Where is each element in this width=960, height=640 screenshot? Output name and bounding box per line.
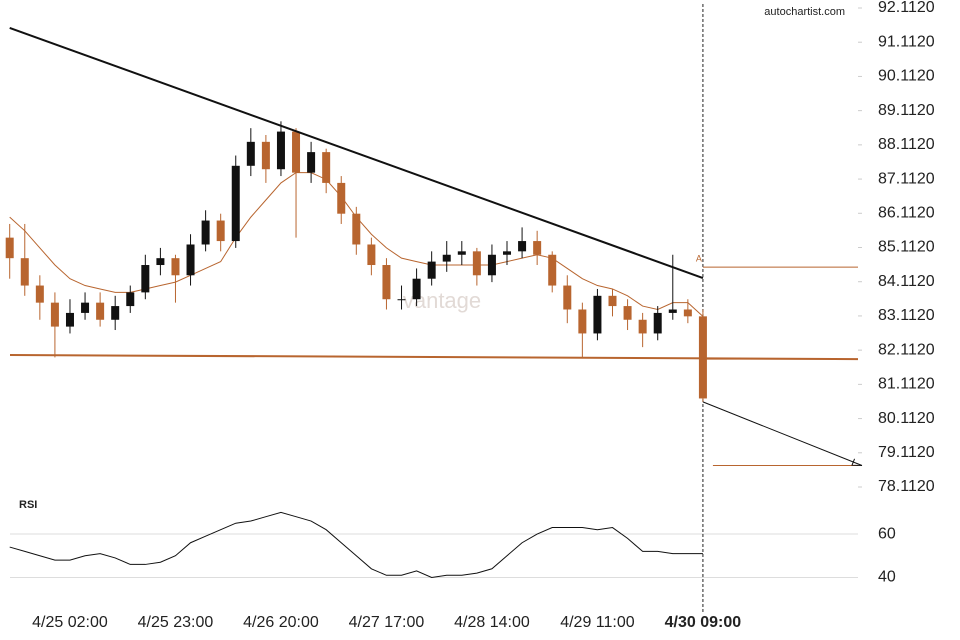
candle-body — [382, 265, 391, 300]
candle-body — [156, 258, 165, 266]
y-tick-label: 79.1120 — [878, 444, 935, 461]
candle-body — [50, 302, 59, 327]
candle-body — [246, 141, 255, 166]
y-tick-label: 86.1120 — [878, 205, 935, 222]
candle-body — [322, 152, 331, 183]
candle-body — [608, 295, 617, 307]
candle-body — [201, 220, 210, 245]
candle-body — [563, 285, 572, 310]
candle-body — [442, 254, 451, 262]
candle-body — [593, 295, 602, 334]
y-tick-label: 92.1120 — [878, 0, 935, 16]
candle-body — [503, 251, 512, 255]
projection-arrow — [702, 401, 863, 466]
y-tick-label: 78.1120 — [878, 478, 935, 495]
candle-body — [518, 241, 527, 252]
candle-body — [397, 299, 406, 301]
rsi-label: RSI — [19, 499, 37, 511]
candle-body — [668, 309, 677, 313]
candle-body — [337, 182, 346, 214]
candle-body — [292, 131, 301, 173]
candle-body — [261, 141, 270, 170]
candle-body — [307, 152, 316, 173]
arrow-head — [851, 458, 863, 467]
candle-body — [457, 251, 466, 255]
x-tick-label: 4/27 17:00 — [349, 614, 425, 631]
candle-body — [216, 220, 225, 242]
y-tick-label: 84.1120 — [878, 273, 935, 290]
x-tick-label: 4/29 11:00 — [560, 614, 635, 631]
y-tick-label: 90.1120 — [878, 68, 935, 85]
candle-body — [186, 244, 195, 276]
candle-body — [623, 306, 632, 320]
y-tick-label: 89.1120 — [878, 102, 935, 119]
y-tick-label: 85.1120 — [878, 239, 935, 256]
candle-body — [81, 302, 90, 313]
candle-body — [352, 213, 361, 245]
candle-body — [111, 306, 120, 320]
candle-body — [367, 244, 376, 266]
candle-body — [5, 237, 14, 259]
y-tick-label: 60 — [878, 525, 896, 542]
candle-body — [427, 261, 436, 279]
x-tick-label: 4/28 14:00 — [454, 614, 530, 631]
candle-body — [141, 265, 150, 293]
x-tick-label: 4/25 23:00 — [138, 614, 214, 631]
candle-body — [653, 312, 662, 334]
rsi-line — [9, 511, 703, 578]
candle-body — [231, 165, 240, 242]
candle-body — [548, 254, 557, 286]
x-tick-label: 4/30 09:00 — [665, 614, 742, 631]
candle-body — [578, 309, 587, 334]
y-tick-label: 80.1120 — [878, 410, 935, 427]
candle-body — [472, 251, 481, 276]
candle-body — [96, 302, 105, 320]
candle-body — [276, 131, 285, 170]
y-tick-label: 82.1120 — [878, 341, 935, 358]
x-tick-label: 4/26 20:00 — [243, 614, 319, 631]
candle-body — [126, 292, 135, 307]
candle-body — [35, 285, 44, 303]
support-line — [9, 354, 859, 361]
candle-body — [65, 312, 74, 327]
y-tick-label: 91.1120 — [878, 33, 935, 50]
pattern-label: A — [696, 253, 702, 263]
candle-body — [412, 278, 421, 300]
x-tick-label: 4/25 02:00 — [32, 614, 108, 631]
candle-body — [638, 319, 647, 334]
resistance-line — [9, 26, 704, 279]
candle-body — [20, 258, 29, 286]
y-tick-label: 87.1120 — [878, 170, 935, 187]
y-tick-label: 81.1120 — [878, 376, 935, 393]
y-tick-label: 40 — [878, 569, 896, 586]
y-tick-label: 83.1120 — [878, 307, 935, 324]
candle-body — [487, 254, 496, 276]
source: autochartist.com — [764, 6, 845, 18]
candle-body — [533, 241, 542, 255]
candle-body — [171, 258, 180, 276]
candle-body — [683, 309, 692, 317]
y-tick-label: 88.1120 — [878, 136, 935, 153]
